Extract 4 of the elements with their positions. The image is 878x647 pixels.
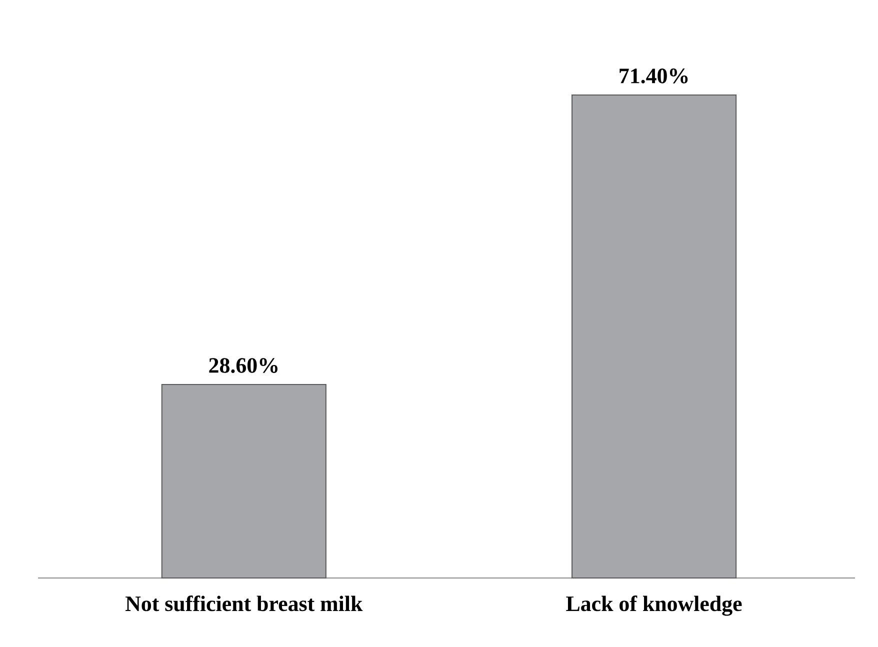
data-label: 71.40% — [620, 68, 688, 84]
data-label: 28.60% — [209, 358, 278, 373]
x-tick-label: Lack of knowledge — [566, 596, 742, 616]
x-tick-label: Not sufficient breast milk — [126, 596, 363, 612]
